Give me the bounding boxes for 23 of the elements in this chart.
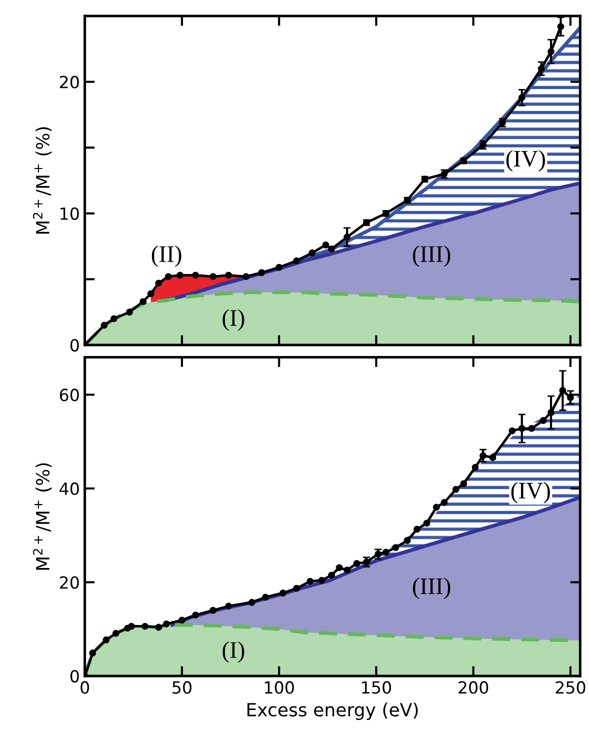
annotation: (III): [412, 578, 450, 600]
annotation: (II): [152, 245, 182, 267]
y-axis-title: M$^{2+}$/M$^{+}$ (%): [33, 463, 52, 570]
y-tick-label: 60: [60, 388, 79, 402]
y-axis-title: M$^{2+}$/M$^{+}$ (%): [33, 127, 52, 234]
x-tick-label: 100: [264, 681, 294, 694]
x-tick-label: 250: [556, 681, 586, 694]
x-axis-title: Excess energy (eV): [247, 702, 418, 720]
annotation: (I): [222, 309, 244, 331]
annotation: (IV): [506, 150, 545, 172]
y-tick-label: 0: [70, 338, 79, 352]
x-tick-label: 200: [458, 681, 488, 694]
y-tick-label: 40: [60, 482, 79, 496]
annotation: (I): [222, 641, 244, 663]
y-tick-label: 20: [60, 76, 79, 88]
x-tick-label: 50: [172, 681, 192, 694]
y-tick-label: 10: [60, 207, 79, 220]
y-tick-label: 20: [60, 576, 79, 589]
annotation: (IV): [511, 482, 550, 504]
x-tick-label: 150: [362, 681, 391, 694]
annotation: (III): [412, 245, 450, 267]
x-tick-label: 0: [80, 681, 90, 694]
y-tick-label: 0: [70, 670, 79, 683]
